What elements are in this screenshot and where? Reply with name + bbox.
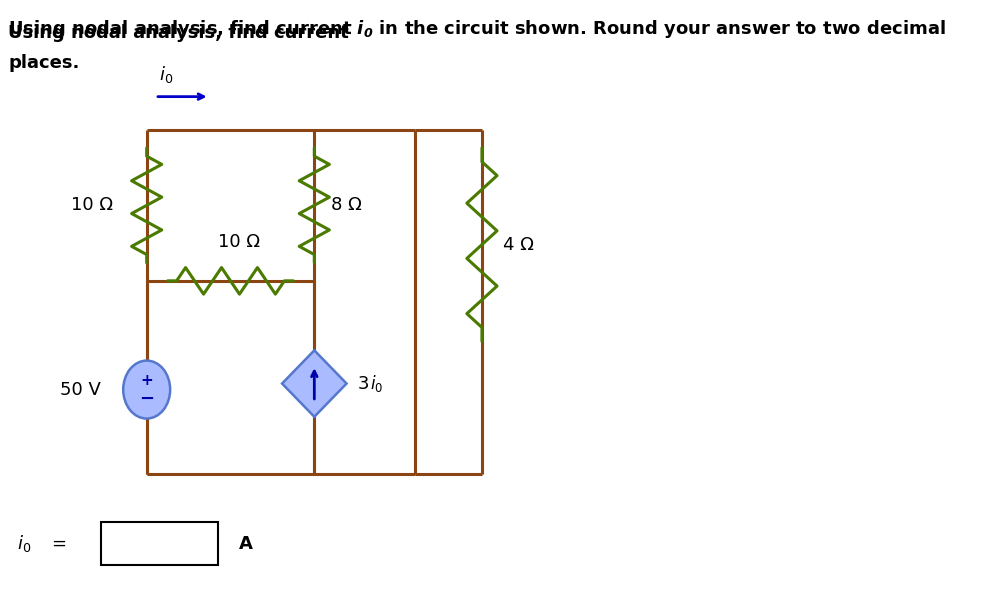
Text: A: A [239, 535, 252, 553]
Text: 4 Ω: 4 Ω [502, 236, 534, 254]
Text: =: = [51, 535, 66, 553]
Text: Using nodal analysis, find current $\bfit{i}_{\bfit{0}}$ in the circuit shown. R: Using nodal analysis, find current $\bfi… [8, 18, 947, 40]
Text: $i_0$: $i_0$ [17, 533, 31, 554]
Text: places.: places. [8, 54, 79, 72]
Text: $i_0$: $i_0$ [370, 373, 383, 394]
Text: −: − [139, 390, 154, 408]
Ellipse shape [124, 361, 170, 419]
Text: 3: 3 [357, 374, 369, 393]
Text: Using nodal analysis, find current: Using nodal analysis, find current [8, 24, 356, 42]
Text: $i_0$: $i_0$ [159, 63, 174, 85]
FancyBboxPatch shape [100, 522, 218, 565]
Text: 50 V: 50 V [59, 381, 100, 399]
Text: 10 Ω: 10 Ω [218, 233, 260, 251]
Text: +: + [141, 373, 153, 388]
Text: 8 Ω: 8 Ω [331, 196, 362, 214]
Text: 10 Ω: 10 Ω [71, 196, 114, 214]
Polygon shape [282, 350, 347, 417]
